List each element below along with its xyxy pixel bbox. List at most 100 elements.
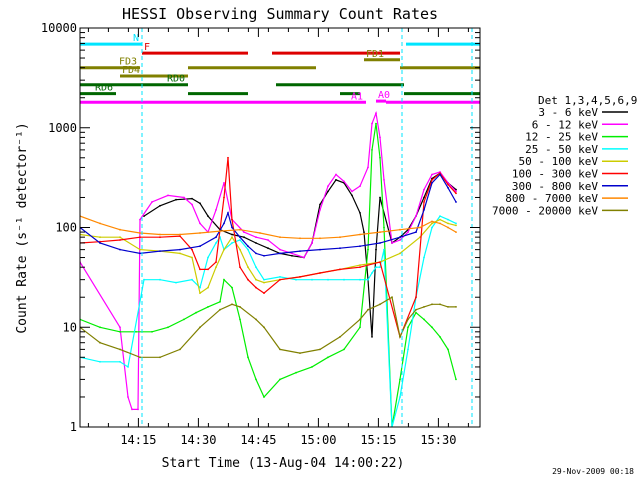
footer-timestamp: 29-Nov-2009 00:18 — [552, 467, 634, 476]
series-1-point-20 — [303, 256, 305, 259]
series-8-point-14 — [319, 348, 321, 351]
series-5-point-18 — [299, 276, 301, 278]
legend-label-8: 7000 - 20000 keV — [492, 204, 598, 217]
series-2-point-12 — [239, 318, 241, 321]
series-1-point-15 — [243, 231, 245, 234]
series-3-point-30 — [399, 396, 401, 398]
series-5-point-29 — [455, 192, 457, 195]
series-6-point-13 — [255, 252, 257, 255]
series-1-point-35 — [407, 231, 409, 234]
series-8-point-27 — [455, 306, 457, 308]
series-3-point-10 — [215, 242, 217, 244]
series-6-point-15 — [279, 252, 281, 255]
series-6-point-11 — [239, 236, 241, 239]
series-1-point-21 — [311, 242, 313, 244]
series-line-4 — [80, 218, 457, 295]
series-6-point-23 — [423, 209, 425, 211]
series-2-point-25 — [379, 156, 381, 159]
series-8-point-5 — [179, 348, 181, 351]
state-bar-label-A1: A1 — [351, 91, 363, 102]
chart-title: HESSI Observing Summary Count Rates — [122, 5, 438, 23]
series-4-point-24 — [431, 222, 433, 225]
series-7-point-6 — [199, 232, 201, 234]
series-5-point-14 — [247, 278, 249, 281]
legend-label-6: 300 - 800 keV — [512, 180, 598, 193]
series-1-point-25 — [343, 180, 345, 183]
series-8-point-1 — [99, 341, 101, 344]
legend-title: Det 1,3,4,5,6,9 — [538, 94, 637, 107]
series-2-point-8 — [207, 306, 209, 308]
series-0-point-24 — [375, 248, 377, 251]
series-5-point-19 — [319, 272, 321, 274]
series-3-point-14 — [239, 239, 241, 241]
series-1-point-9 — [191, 203, 193, 206]
series-6-point-18 — [339, 247, 341, 250]
series-8-point-2 — [119, 348, 121, 351]
series-line-5 — [80, 157, 457, 339]
series-3-point-1 — [99, 360, 101, 363]
series-4-point-1 — [99, 236, 101, 239]
series-2-point-24 — [375, 122, 377, 125]
series-5-point-13 — [239, 266, 241, 269]
series-2-point-22 — [367, 248, 369, 251]
series-1-point-8 — [183, 196, 185, 199]
series-3-point-6 — [175, 281, 177, 284]
state-bar-label-FD4: FD4 — [122, 65, 140, 76]
series-3-point-37 — [455, 222, 457, 225]
series-7-point-3 — [139, 232, 141, 234]
series-5-point-12 — [231, 218, 233, 221]
series-0-point-3 — [191, 197, 193, 200]
series-3-point-36 — [447, 218, 449, 221]
series-1-point-36 — [415, 215, 417, 218]
series-3-point-18 — [279, 276, 281, 278]
series-6-point-16 — [299, 250, 301, 253]
y-tick-label-4: 10000 — [41, 21, 77, 35]
series-3-point-8 — [199, 286, 201, 289]
series-2-point-10 — [223, 278, 225, 281]
series-7-point-19 — [439, 222, 441, 225]
series-2-point-26 — [383, 226, 385, 229]
series-2-point-32 — [431, 326, 433, 329]
series-8-point-18 — [379, 303, 381, 306]
series-7-point-15 — [379, 231, 381, 234]
series-7-point-21 — [455, 231, 457, 234]
series-3-point-26 — [375, 266, 377, 269]
series-8-point-13 — [299, 352, 301, 354]
series-2-point-23 — [371, 149, 373, 151]
series-3-point-23 — [359, 278, 361, 281]
series-2-point-31 — [423, 318, 425, 321]
series-3-point-34 — [431, 226, 433, 229]
legend-label-7: 800 - 7000 keV — [505, 192, 598, 205]
series-line-2 — [80, 123, 457, 427]
series-1-point-30 — [375, 112, 377, 115]
series-1-point-29 — [371, 122, 373, 125]
series-2-point-3 — [135, 330, 137, 333]
legend-label-5: 100 - 300 keV — [512, 168, 598, 181]
series-0-point-4 — [199, 202, 201, 205]
series-0-point-20 — [359, 212, 361, 214]
series-0-point-12 — [291, 254, 293, 257]
series-2-point-15 — [263, 396, 265, 398]
series-3-point-35 — [439, 215, 441, 218]
series-5-point-5 — [179, 235, 181, 238]
series-1-point-18 — [279, 248, 281, 251]
series-7-point-10 — [279, 236, 281, 239]
series-7-point-2 — [119, 228, 121, 231]
series-2-point-18 — [311, 366, 313, 368]
x-tick-label-4: 15:15 — [360, 433, 396, 447]
series-5-point-15 — [255, 286, 257, 289]
series-0-point-0 — [143, 215, 145, 218]
series-1-point-7 — [167, 194, 169, 197]
series-6-point-17 — [319, 248, 321, 251]
series-3-point-2 — [119, 360, 121, 363]
series-1-point-33 — [391, 242, 393, 244]
series-line-6 — [80, 173, 457, 257]
series-7-point-17 — [419, 226, 421, 229]
series-4-point-12 — [239, 248, 241, 251]
series-7-point-16 — [399, 228, 401, 231]
series-1-point-28 — [367, 166, 369, 169]
series-1-point-17 — [267, 239, 269, 241]
series-8-point-11 — [263, 326, 265, 329]
series-7-point-18 — [431, 220, 433, 223]
series-6-point-5 — [179, 248, 181, 251]
